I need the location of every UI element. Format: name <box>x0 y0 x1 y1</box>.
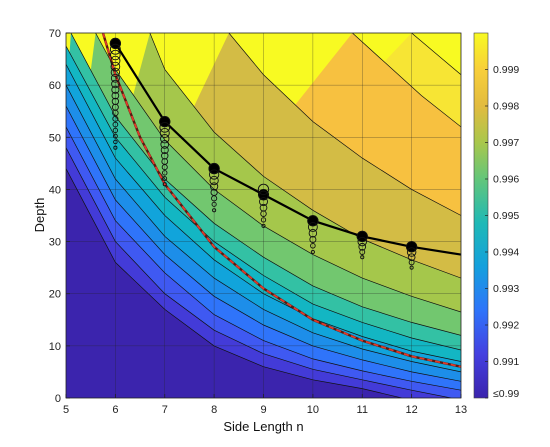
open-marker <box>408 259 415 266</box>
open-marker <box>161 152 169 160</box>
open-marker <box>260 210 267 218</box>
colorbar-tick-label: 0.991 <box>493 356 519 368</box>
open-marker <box>257 183 270 196</box>
optimal-depth-line <box>114 42 461 256</box>
open-marker <box>159 115 171 128</box>
open-marker <box>110 49 121 61</box>
open-marker <box>405 241 418 253</box>
y-tick-label: 0 <box>55 393 61 405</box>
open-marker <box>359 249 366 255</box>
open-marker <box>357 236 368 247</box>
open-marker <box>112 127 119 133</box>
contour-band <box>66 168 402 398</box>
open-marker <box>208 169 220 180</box>
open-marker <box>113 145 118 150</box>
open-marker <box>111 85 120 94</box>
open-marker <box>259 197 268 207</box>
open-marker <box>161 164 168 171</box>
x-tick-label: 13 <box>455 404 467 416</box>
open-marker <box>111 79 120 89</box>
open-marker <box>160 134 170 144</box>
open-marker <box>309 235 317 243</box>
open-marker <box>112 121 119 128</box>
colorbar-tick-label: 0.998 <box>493 101 519 113</box>
open-marker <box>110 73 120 83</box>
colorbar-tick-label: 0.993 <box>493 283 519 295</box>
open-marker <box>406 247 417 257</box>
y-axis-ticks: 0 10 20 30 40 50 60 70 <box>49 28 70 405</box>
open-marker <box>110 67 121 78</box>
y-axis-label: Depth <box>32 198 47 233</box>
open-marker <box>111 91 120 100</box>
x-axis-label: Side Length n <box>223 419 303 434</box>
open-marker <box>112 133 118 139</box>
x-tick-label: 6 <box>112 404 118 416</box>
open-marker <box>307 215 319 227</box>
open-marker <box>356 230 368 243</box>
y-tick-label: 40 <box>49 184 61 196</box>
open-marker <box>112 115 119 122</box>
y-tick-label: 30 <box>49 237 61 249</box>
data-series <box>101 33 461 368</box>
open-marker <box>407 253 416 262</box>
colorbar-tick-label: 0.997 <box>493 137 519 149</box>
open-marker <box>258 190 269 201</box>
open-marker <box>162 182 167 187</box>
contour-line <box>352 33 461 128</box>
open-marker <box>113 139 118 145</box>
contour-line <box>411 33 461 75</box>
open-marker <box>308 229 318 238</box>
x-tick-label: 11 <box>357 404 368 416</box>
open-marker <box>109 37 122 50</box>
open-marker <box>109 43 121 55</box>
x-tick-label: 12 <box>406 404 418 416</box>
y-tick-label: 60 <box>49 80 61 92</box>
open-marker <box>162 170 168 176</box>
open-marker <box>160 146 169 155</box>
open-marker <box>209 175 219 186</box>
open-marker <box>310 249 315 255</box>
y-tick-label: 10 <box>49 341 61 353</box>
open-marker <box>211 201 217 207</box>
open-marker <box>260 217 267 223</box>
colorbar-tick-label: 0.994 <box>493 247 519 259</box>
colorbar-tick-label: 0.992 <box>493 320 519 332</box>
y-tick-label: 50 <box>49 132 61 144</box>
open-marker <box>208 162 220 175</box>
y-tick-label: 70 <box>49 28 61 40</box>
open-marker <box>212 208 217 213</box>
contour-line <box>228 33 461 216</box>
open-marker <box>261 223 266 228</box>
open-marker <box>211 195 218 202</box>
y-tick-label: 20 <box>49 289 61 301</box>
open-marker <box>210 182 219 191</box>
threshold-dashed-line <box>102 33 461 368</box>
open-marker <box>162 176 168 181</box>
open-marker <box>159 122 171 133</box>
open-marker <box>358 242 367 251</box>
colorbar-ticks: ≤0.99 0.991 0.992 0.993 0.994 0.995 0.996 0.997… <box>485 64 519 400</box>
colorbar-tick-label: 0.995 <box>493 210 519 222</box>
colorbar-tick-label: 0.996 <box>493 174 519 186</box>
x-axis-ticks: 5 6 7 8 9 10 11 12 13 <box>63 394 467 416</box>
open-marker <box>110 61 121 72</box>
x-tick-label: 5 <box>63 404 69 416</box>
open-marker <box>310 242 316 249</box>
open-marker <box>360 255 365 260</box>
x-tick-label: 7 <box>162 404 168 416</box>
open-marker <box>159 128 170 139</box>
contour-line <box>149 33 461 279</box>
colorbar-tick-label: ≤0.99 <box>493 388 519 400</box>
contour-line <box>66 168 402 398</box>
open-marker <box>307 222 318 232</box>
colorbar-tick-label: 0.999 <box>493 64 519 76</box>
open-marker <box>160 140 170 149</box>
open-marker <box>110 55 121 66</box>
x-tick-label: 8 <box>211 404 217 416</box>
x-tick-label: 10 <box>307 404 319 416</box>
open-marker <box>409 265 414 270</box>
x-tick-label: 9 <box>260 404 266 416</box>
